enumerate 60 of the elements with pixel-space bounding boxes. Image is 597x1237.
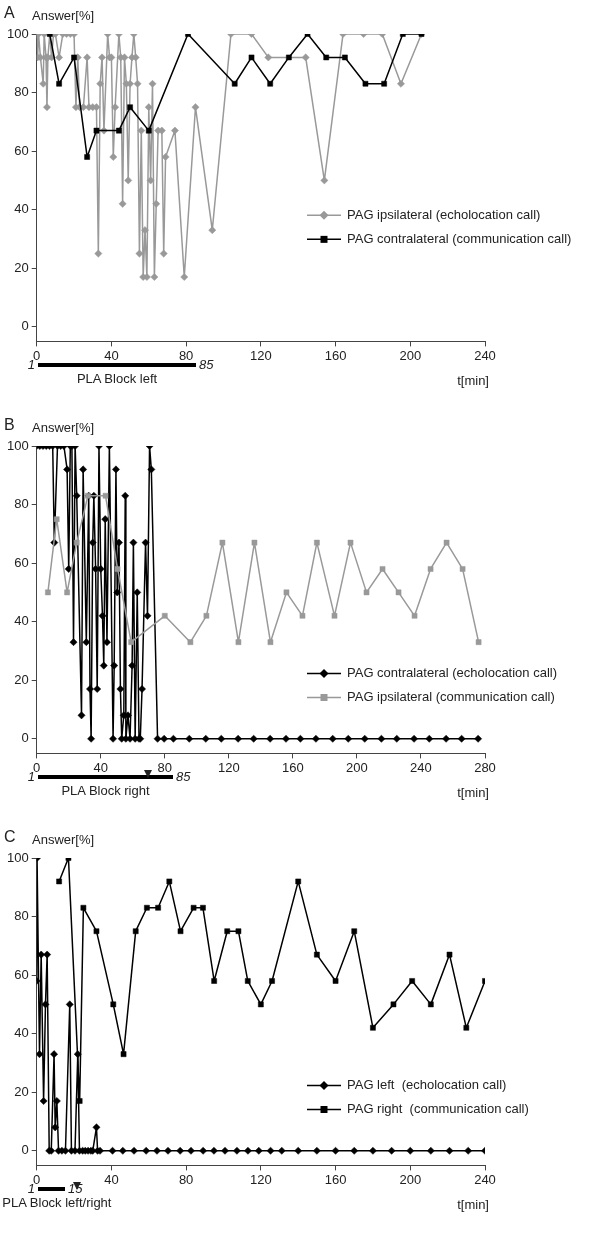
y-tick-label: 80 [14, 908, 29, 924]
y-tick-label: 40 [14, 1025, 29, 1041]
x-tick-label: 80 [178, 347, 194, 363]
x-axis-title: t[min] [457, 1196, 489, 1212]
y-tick-label: 0 [21, 730, 29, 746]
y-tick-label: 80 [14, 496, 29, 512]
x-tick-label: 200 [346, 759, 368, 775]
y-tick-label: 80 [14, 84, 29, 100]
x-axis-title: t[min] [457, 784, 489, 800]
x-tick-label: 280 [474, 759, 496, 775]
y-tick-label: 20 [14, 1083, 29, 1099]
y-axis-title: Answer[%] [32, 831, 95, 847]
chart-title: B [4, 416, 15, 434]
x-tick-label: 0 [33, 1171, 41, 1187]
y-axis-title: Answer[%] [32, 419, 95, 435]
y-tick-label: 40 [14, 201, 29, 217]
x-tick-label: 80 [178, 1171, 194, 1187]
legend-label: PAG contralateral (echolocation call) [347, 665, 558, 681]
y-axis-title: Answer[%] [32, 7, 95, 23]
y-tick-label: 40 [14, 613, 29, 629]
y-tick-label: 20 [14, 671, 29, 687]
y-tick-label: 60 [14, 142, 29, 158]
x-tick-label: 200 [399, 1171, 422, 1187]
text: PLA Block left [76, 370, 158, 386]
x-tick-label: 240 [410, 759, 432, 775]
x-tick-label: 240 [474, 347, 496, 363]
legend-label: PAG ipsilateral (echolocation call) [347, 206, 541, 222]
x-tick-label: 40 [104, 347, 119, 363]
y-tick-label: 100 [6, 849, 29, 865]
x-tick-label: 160 [324, 347, 347, 363]
legend-label: PAG left (echolocation call) [347, 1077, 507, 1093]
text: 85 [176, 768, 192, 784]
legend-label: PAG right (communication call) [347, 1101, 529, 1117]
y-tick-label: 100 [6, 437, 29, 453]
y-tick-label: 0 [21, 1142, 29, 1158]
y-tick-label: 60 [14, 966, 29, 982]
y-tick-label: 60 [14, 554, 29, 570]
x-tick-label: 160 [282, 759, 304, 775]
x-tick-label: 120 [217, 759, 240, 775]
text: PLA Block left/right [2, 1194, 112, 1210]
x-tick-label: 80 [157, 759, 173, 775]
x-tick-label: 120 [249, 347, 272, 363]
chart-title: A [4, 4, 15, 22]
x-axis-title: t[min] [457, 372, 489, 388]
text: PLA Block right [61, 782, 150, 798]
x-tick-label: 120 [249, 1171, 272, 1187]
x-tick-label: 40 [104, 1171, 119, 1187]
chart-title: C [4, 828, 16, 846]
x-tick-label: 200 [399, 347, 422, 363]
x-tick-label: 240 [474, 1171, 496, 1187]
legend-label: PAG ipsilateral (communication call) [347, 689, 555, 705]
text: 85 [199, 356, 215, 372]
x-tick-label: 160 [324, 1171, 347, 1187]
y-tick-label: 0 [21, 318, 29, 334]
y-tick-label: 20 [14, 259, 29, 275]
legend-label: PAG contralateral (communication call) [347, 230, 572, 246]
y-tick-label: 100 [6, 25, 29, 41]
x-tick-label: 40 [93, 759, 108, 775]
x-tick-label: 0 [33, 347, 41, 363]
x-tick-label: 0 [33, 759, 41, 775]
